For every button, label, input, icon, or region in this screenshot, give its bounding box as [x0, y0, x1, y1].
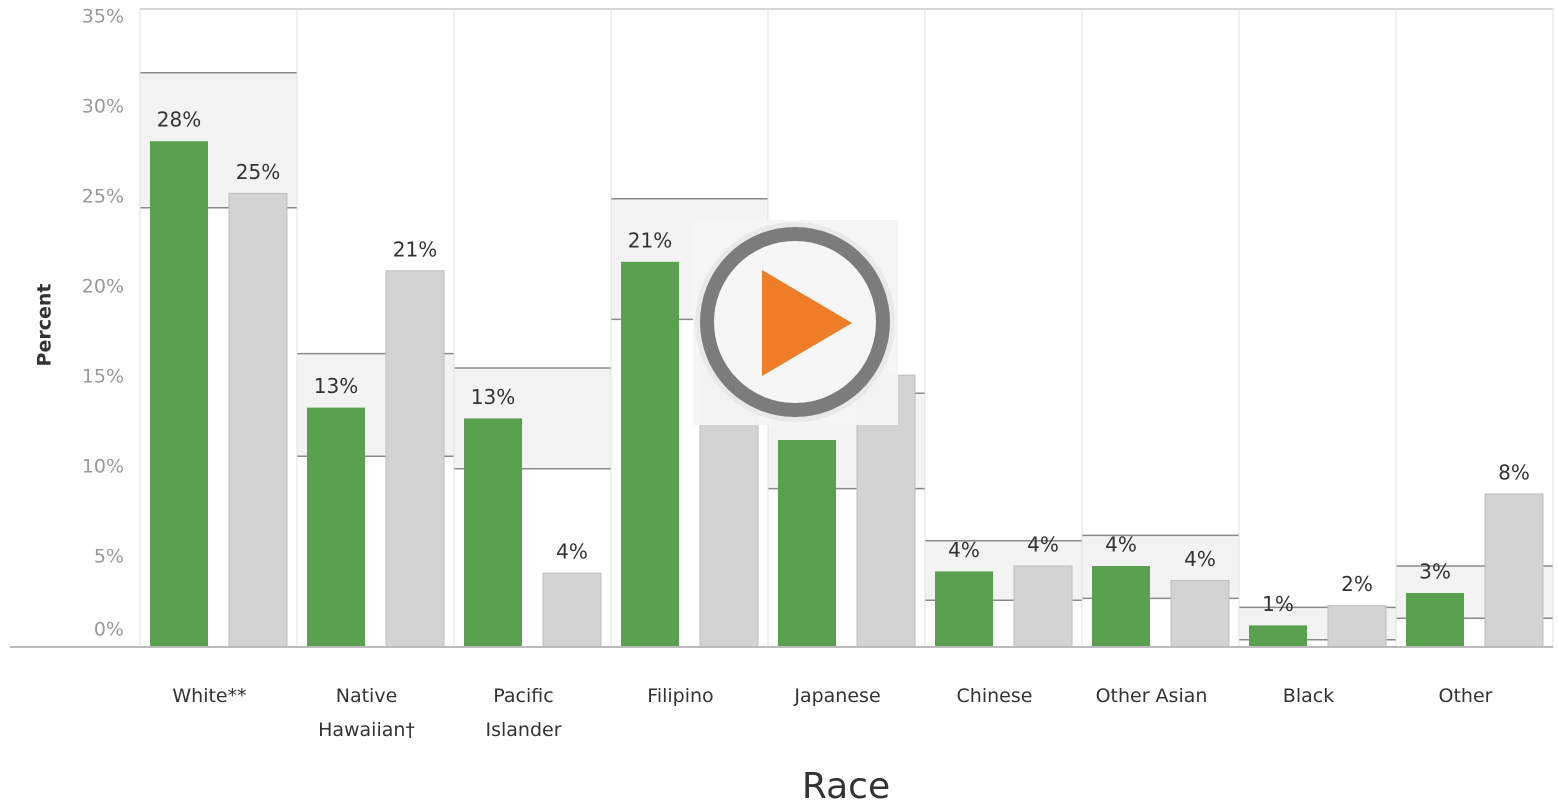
x-tick-label: Japanese: [794, 685, 881, 707]
x-tick-label: Native Hawaiian†: [318, 685, 415, 741]
y-axis-title: Percent: [34, 284, 56, 367]
x-tick-label: Other: [1438, 685, 1493, 707]
value-label: 4%: [1027, 533, 1059, 557]
value-label: 21%: [628, 228, 672, 252]
bar: [464, 418, 522, 647]
bar: [699, 340, 759, 648]
x-tick-label: Other Asian: [1095, 685, 1208, 707]
bar: [228, 192, 288, 648]
value-label: 21%: [393, 237, 437, 261]
x-axis-title: Race: [802, 766, 890, 806]
x-tick-label: White**: [172, 685, 247, 707]
value-label: 3%: [1419, 560, 1451, 584]
value-label: 13%: [471, 385, 515, 409]
bar: [1013, 565, 1073, 648]
value-label: 13%: [314, 374, 358, 398]
value-label: 28%: [157, 108, 201, 132]
value-label: 4%: [948, 538, 980, 562]
y-tick-label: 30%: [82, 96, 124, 118]
x-tick-label: Black: [1282, 685, 1335, 707]
bar: [1484, 493, 1544, 648]
y-tick-label: 5%: [94, 546, 124, 568]
bar: [385, 270, 445, 648]
bar: [542, 572, 602, 648]
bar: [1327, 605, 1387, 648]
bar: [621, 261, 679, 647]
bar: [150, 141, 208, 647]
bar: [1170, 579, 1230, 648]
value-label: 1%: [1262, 592, 1294, 616]
value-label: 4%: [1105, 533, 1137, 557]
value-label: 25%: [236, 160, 280, 184]
value-label: 4%: [1184, 547, 1216, 571]
bar: [1092, 566, 1150, 647]
value-label: 8%: [1498, 461, 1530, 485]
bar: [935, 571, 993, 647]
bar: [1249, 625, 1307, 647]
value-label: 2%: [1341, 572, 1373, 596]
y-tick-label: 25%: [82, 186, 124, 208]
x-tick-label: Pacific Islander: [485, 685, 562, 741]
bar: [1406, 593, 1464, 647]
value-label: 4%: [556, 540, 588, 564]
y-tick-label: 0%: [94, 619, 124, 641]
bar: [307, 407, 365, 647]
bar: [856, 374, 916, 648]
bar: [778, 440, 836, 647]
x-tick-label: Chinese: [956, 685, 1033, 707]
y-tick-label: 35%: [82, 6, 124, 28]
x-tick-label: Filipino: [647, 685, 714, 707]
y-tick-label: 10%: [82, 456, 124, 478]
y-tick-label: 15%: [82, 366, 124, 388]
y-tick-label: 20%: [82, 276, 124, 298]
